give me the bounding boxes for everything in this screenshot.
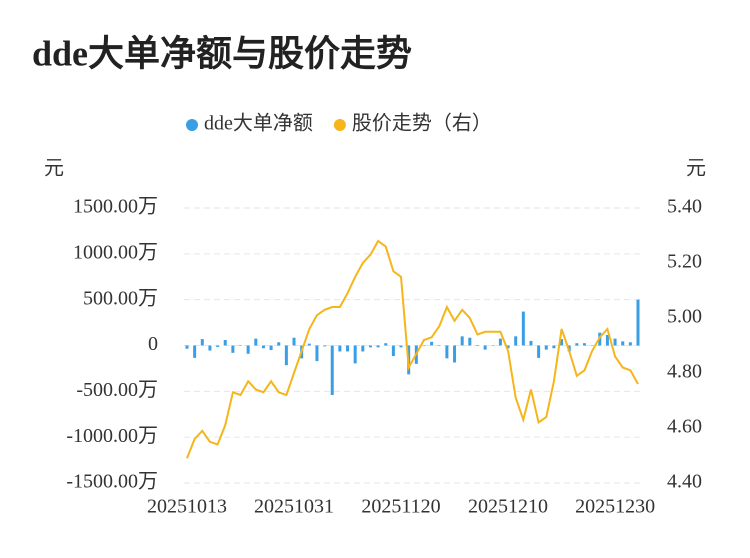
bar [338, 345, 342, 352]
bar [284, 345, 288, 366]
legend-label: 股价走势（右） [352, 112, 492, 135]
bar [239, 345, 243, 346]
bar [208, 345, 212, 351]
bar [307, 343, 311, 346]
bar [315, 345, 319, 362]
x-tick-label: 20251230 [575, 496, 655, 518]
bar [453, 345, 457, 363]
bar [399, 345, 403, 348]
bar [368, 345, 372, 348]
bar [323, 345, 327, 347]
bar [437, 345, 441, 346]
bar [277, 342, 281, 346]
bar [537, 345, 541, 358]
bar [468, 337, 472, 346]
bar [621, 341, 625, 346]
bar [223, 340, 227, 346]
bar [292, 337, 296, 346]
bar [445, 345, 449, 359]
y-tick-label: -500.00万 [76, 379, 158, 401]
y2-tick-label: 4.40 [667, 471, 702, 493]
bar [361, 345, 365, 352]
y2-tick-label: 5.40 [667, 196, 702, 218]
y2-tick-label: 4.60 [667, 416, 702, 438]
bar [246, 345, 250, 354]
bar [353, 345, 357, 364]
bar [269, 345, 273, 351]
y2-tick-label: 5.00 [667, 306, 702, 328]
bar [590, 345, 594, 346]
x-tick-label: 20251210 [468, 496, 548, 518]
legend-marker [333, 119, 346, 131]
bar [552, 345, 556, 349]
y-tick-label: 500.00万 [83, 287, 158, 309]
bar [391, 345, 395, 357]
bar [231, 345, 235, 353]
bar [529, 340, 533, 346]
bar [475, 345, 479, 346]
bar [422, 345, 426, 346]
bar [216, 345, 220, 347]
bar [605, 334, 609, 346]
bar [544, 345, 548, 350]
y-unit: 元 [44, 158, 64, 180]
bar [346, 345, 350, 352]
y-tick-label: 1000.00万 [73, 241, 158, 263]
y-tick-label: 1500.00万 [73, 196, 158, 218]
bar [521, 311, 525, 346]
x-tick-label: 20251031 [254, 496, 334, 518]
y-tick-label: -1000.00万 [66, 425, 158, 447]
y2-unit: 元 [686, 158, 706, 180]
bar [613, 338, 617, 346]
bar [193, 345, 197, 358]
bar [575, 343, 579, 346]
bar [200, 339, 204, 346]
bar [483, 345, 487, 350]
bar [384, 343, 388, 346]
legend-label: dde大单净额 [204, 112, 313, 135]
bar [636, 299, 640, 346]
y-tick-label: -1500.00万 [66, 471, 158, 493]
bar [582, 343, 586, 346]
bar [460, 336, 464, 346]
y2-tick-label: 4.80 [667, 361, 702, 383]
bar [185, 345, 189, 349]
x-tick-label: 20251013 [147, 496, 227, 518]
y-tick-label: 0 [148, 333, 158, 355]
x-tick-label: 20251120 [361, 496, 440, 518]
bar [254, 338, 258, 346]
bar [376, 345, 380, 348]
bar [330, 345, 334, 395]
bar [514, 336, 518, 346]
bar [430, 341, 434, 346]
bar [628, 342, 632, 346]
bar [560, 339, 564, 346]
legend-marker [186, 119, 198, 131]
bar [261, 345, 265, 349]
bar [491, 345, 495, 346]
price-line [186, 239, 639, 459]
bar [498, 338, 502, 346]
chart-title: dde大单净额与股价走势 [32, 33, 412, 73]
bar [506, 345, 510, 349]
y2-tick-label: 5.20 [667, 251, 702, 273]
